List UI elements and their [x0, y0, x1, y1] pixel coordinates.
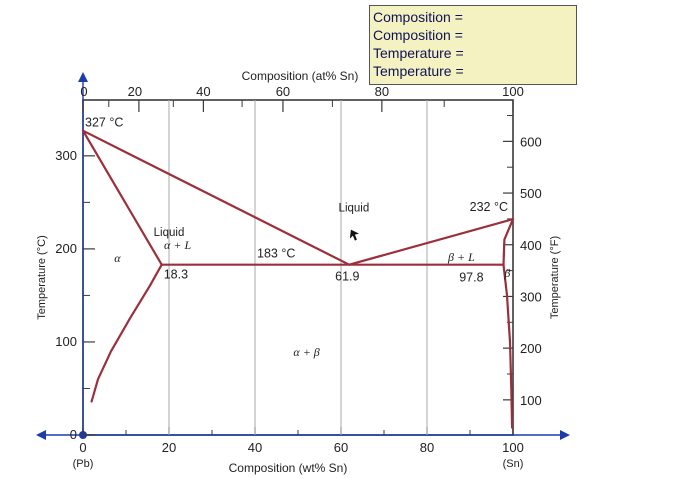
x-axis-right-arrow — [560, 430, 570, 440]
info-line-4: Temperature = — [373, 62, 576, 80]
y2-tick-label-1: 200 — [520, 341, 542, 356]
x-endpoint-pb: (Pb) — [73, 458, 94, 470]
y2-axis-title: Temperature (°F) — [549, 236, 561, 319]
info-line-2: Composition = — [373, 26, 576, 44]
info-line-2-label: Composition = — [373, 27, 463, 43]
phase-label-2: α + L — [164, 238, 191, 252]
x-tick-label-0: 0 — [79, 440, 86, 455]
point-label-1: 183 °C — [257, 247, 295, 261]
y-axis-title: Temperature (°C) — [36, 235, 48, 319]
y-tick-label-0: 0 — [70, 427, 77, 442]
x2-tick-label-5: 100 — [502, 84, 524, 99]
y2-tick-label-3: 400 — [520, 238, 542, 253]
phase-label-4: α — [114, 251, 121, 265]
y-tick-label-1: 100 — [55, 334, 77, 349]
info-line-2-value[interactable] — [467, 28, 527, 40]
info-line-4-value[interactable] — [468, 64, 528, 76]
composition-temperature-box: Composition = Composition = Temperature … — [369, 5, 577, 85]
info-line-1-value[interactable] — [467, 10, 527, 22]
point-label-3: 18.3 — [164, 268, 188, 282]
x-tick-label-1: 20 — [162, 440, 176, 455]
y-axis-top-arrow — [78, 72, 88, 82]
point-label-0: 327 °C — [85, 116, 123, 130]
x-tick-label-2: 40 — [248, 440, 262, 455]
phase-label-5: β — [503, 266, 510, 280]
x-tick-label-3: 60 — [334, 440, 348, 455]
point-label-4: 61.9 — [335, 270, 359, 284]
phase-boundary-5 — [502, 263, 514, 429]
x2-axis-title: Composition (at% Sn) — [242, 69, 359, 83]
phase-boundary-1 — [81, 129, 163, 266]
x2-tick-label-1: 20 — [128, 84, 142, 99]
info-line-1-label: Composition = — [373, 9, 463, 25]
phase-label-1: Liquid — [154, 227, 185, 239]
x-tick-label-5: 100 — [502, 440, 524, 455]
x2-tick-label-4: 80 — [375, 84, 389, 99]
x-axis-left-arrow — [36, 430, 46, 440]
x-endpoint-sn: (Sn) — [503, 458, 524, 470]
phase-boundary-4 — [502, 218, 515, 266]
pointer-cursor-icon — [349, 229, 359, 241]
x2-tick-label-2: 40 — [196, 84, 210, 99]
info-line-1: Composition = — [373, 8, 576, 26]
info-line-3: Temperature = — [373, 44, 576, 62]
x-axis-title: Composition (wt% Sn) — [229, 461, 348, 475]
y2-tick-label-4: 500 — [520, 186, 542, 201]
phase-label-6: α + β — [293, 345, 319, 359]
x2-tick-label-3: 60 — [276, 84, 290, 99]
phase-label-0: Liquid — [339, 203, 370, 215]
y2-tick-label-2: 300 — [520, 289, 542, 304]
x-tick-label-4: 80 — [420, 440, 434, 455]
y2-tick-label-5: 600 — [520, 134, 542, 149]
y-tick-label-3: 300 — [55, 148, 77, 163]
info-line-3-value[interactable] — [468, 46, 528, 58]
x2-tick-label-0: 0 — [80, 84, 87, 99]
y2-tick-label-0: 100 — [520, 393, 542, 408]
info-line-4-label: Temperature = — [373, 63, 464, 79]
y-tick-label-2: 200 — [55, 241, 77, 256]
phase-boundary-3 — [90, 263, 163, 403]
phase-label-3: β + L — [447, 250, 475, 264]
point-label-2: 232 °C — [470, 200, 508, 214]
info-line-3-label: Temperature = — [373, 45, 464, 61]
point-label-5: 97.8 — [459, 271, 483, 285]
